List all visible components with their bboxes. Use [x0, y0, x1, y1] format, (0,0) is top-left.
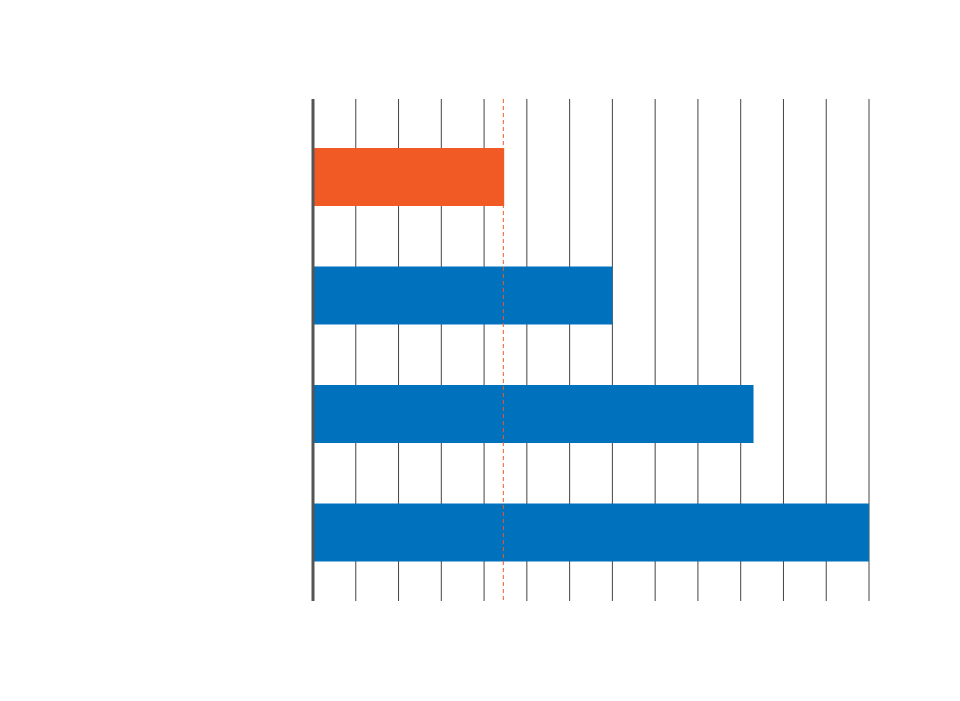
bar [313, 148, 505, 206]
bar [313, 266, 613, 325]
bar [313, 385, 754, 443]
bar [313, 503, 869, 562]
